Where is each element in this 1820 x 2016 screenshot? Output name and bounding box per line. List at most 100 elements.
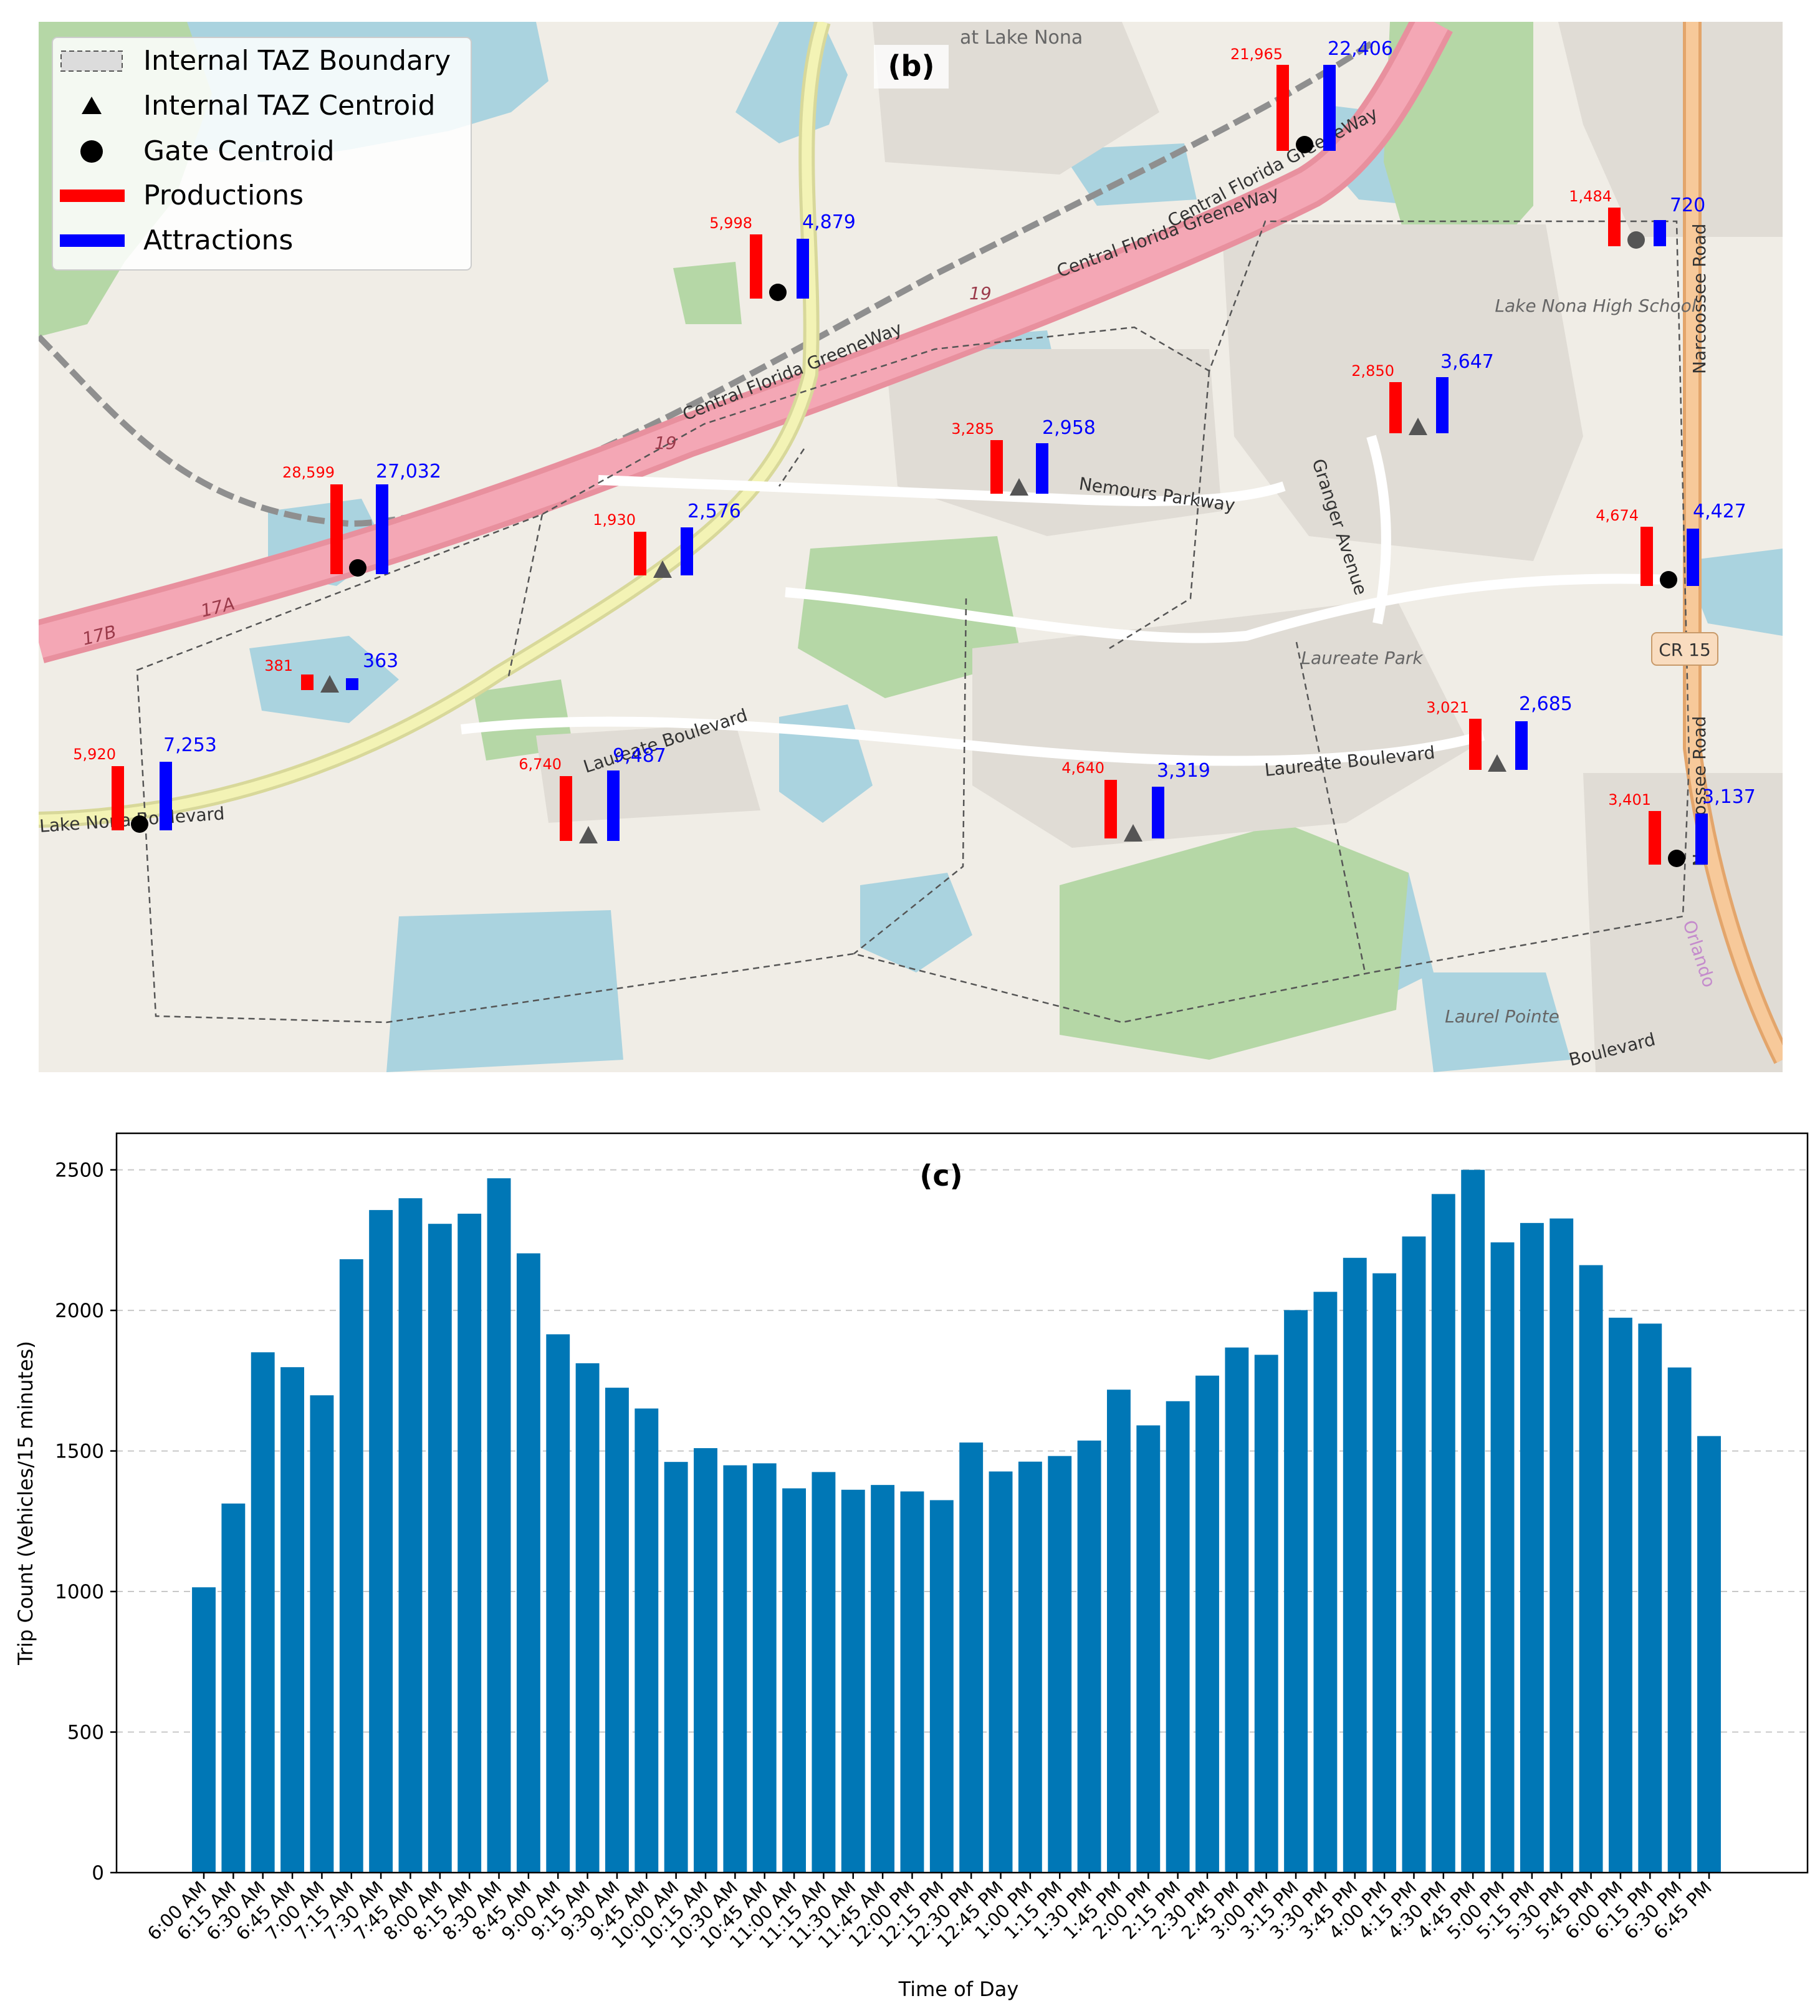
bar-2-45-pm[interactable]	[1225, 1347, 1249, 1873]
bar-7-45-am[interactable]	[398, 1198, 423, 1873]
bar-5-15-pm[interactable]	[1520, 1222, 1544, 1873]
bar-5-30-pm[interactable]	[1549, 1218, 1574, 1873]
attractions-bar	[1515, 721, 1528, 770]
taz-boundaries	[136, 220, 1690, 1024]
bar-8-00-am[interactable]	[428, 1224, 452, 1873]
bar-3-15-pm[interactable]	[1284, 1310, 1308, 1873]
greeneway-highway-fill	[39, 22, 1448, 658]
bar-6-30-am[interactable]	[251, 1352, 275, 1873]
bar-1-00-pm[interactable]	[1018, 1461, 1042, 1873]
centroid-greeneway-east-gate[interactable]: 21,965 22,406	[1230, 38, 1393, 153]
legend-taz-centroid-label: Internal TAZ Centroid	[143, 90, 435, 122]
bar-7-00-am[interactable]	[310, 1395, 334, 1873]
bar-8-45-am[interactable]	[516, 1253, 540, 1873]
bar-3-00-pm[interactable]	[1254, 1355, 1278, 1873]
water-south-lake	[386, 910, 623, 1072]
bar-4-45-pm[interactable]	[1461, 1169, 1485, 1873]
bar-9-45-am[interactable]	[635, 1408, 659, 1873]
centroid-cr15-gate[interactable]: 4,674 4,427	[1596, 501, 1746, 588]
bar-1-30-pm[interactable]	[1077, 1440, 1101, 1873]
productions-bar	[1276, 65, 1289, 151]
bar-6-15-pm[interactable]	[1638, 1323, 1662, 1873]
bar-11-45-am[interactable]	[871, 1485, 895, 1873]
bar-1-45-pm[interactable]	[1107, 1390, 1131, 1873]
bar-7-30-am[interactable]	[369, 1210, 393, 1873]
bar-12-00-pm[interactable]	[900, 1491, 924, 1873]
bar-8-15-am[interactable]	[457, 1213, 482, 1873]
centroid-taz-campus-north[interactable]: 1,930 2,576	[593, 501, 741, 578]
taz-centroid-marker	[579, 826, 598, 843]
cr15-shield	[1651, 632, 1718, 666]
bar-7-15-am[interactable]	[339, 1259, 363, 1873]
nemours-parkway-road	[598, 475, 1286, 506]
bar-12-30-pm[interactable]	[959, 1442, 984, 1873]
water-southwest-pond	[249, 636, 399, 723]
centroid-west-gate[interactable]: 5,920 7,253	[73, 734, 217, 833]
attractions-label: 27,032	[376, 461, 441, 482]
blocks-nemours	[885, 349, 1222, 536]
attractions-bar	[1436, 377, 1449, 433]
centroid-taz-southwest[interactable]: 381 363	[264, 650, 398, 693]
bar-5-45-pm[interactable]	[1579, 1265, 1603, 1873]
bar-6-00-pm[interactable]	[1609, 1317, 1632, 1873]
centroid-taz-laureate-blvd[interactable]: 4,640 3,319	[1061, 759, 1210, 842]
bar-12-45-pm[interactable]	[989, 1471, 1013, 1873]
centroid-south-gate[interactable]: 3,401 3,137	[1608, 786, 1756, 867]
gate-centroid-marker	[1660, 571, 1677, 588]
bar-1-15-pm[interactable]	[1048, 1456, 1072, 1873]
label-cr15: CR 15	[1659, 640, 1711, 660]
productions-label: 381	[264, 657, 293, 674]
productions-bar	[990, 440, 1003, 494]
centroid-taz-nemours[interactable]: 3,285 2,958	[951, 417, 1096, 496]
bar-2-00-pm[interactable]	[1136, 1425, 1161, 1873]
centroid-taz-laureate-park[interactable]: 3,021 2,685	[1426, 693, 1573, 772]
bar-11-30-am[interactable]	[841, 1489, 865, 1873]
bar-3-45-pm[interactable]	[1343, 1257, 1367, 1873]
taz-centroid-marker	[320, 675, 339, 693]
bar-12-15-pm[interactable]	[929, 1500, 954, 1873]
attractions-bar	[346, 678, 358, 690]
gate-centroid-marker	[131, 815, 148, 833]
local-roads	[461, 434, 1671, 766]
bar-10-30-am[interactable]	[723, 1465, 747, 1873]
bar-11-15-am[interactable]	[812, 1472, 836, 1873]
bar-4-30-pm[interactable]	[1431, 1194, 1455, 1873]
attractions-label: 720	[1670, 194, 1705, 216]
bar-8-30-am[interactable]	[487, 1178, 511, 1873]
label-at-lake-nona: at Lake Nona	[960, 27, 1083, 49]
productions-label: 6,740	[519, 756, 562, 773]
bar-6-00-am[interactable]	[192, 1587, 216, 1873]
bar-6-45-am[interactable]	[280, 1367, 304, 1873]
productions-bar	[750, 234, 762, 299]
centroid-north-gate[interactable]: 5,998 4,879	[709, 211, 856, 301]
productions-bar	[301, 674, 314, 690]
centroid-taz-campus-south[interactable]: 6,740 9,487	[519, 745, 666, 843]
bar-9-30-am[interactable]	[605, 1388, 629, 1873]
centroid-greeneway-west-gate[interactable]: 28,599 27,032	[282, 461, 441, 577]
taz-centroid-marker	[1124, 824, 1142, 842]
bar-10-00-am[interactable]	[664, 1462, 688, 1873]
centroid-taz-northeast[interactable]: 2,850 3,647	[1351, 351, 1494, 435]
y-axis-ticks: 0 500 1000 1500 2000 2500	[55, 1159, 117, 1884]
centroid-high-school-gate[interactable]: 1,484 720	[1569, 188, 1705, 249]
bar-6-45-pm[interactable]	[1697, 1436, 1721, 1873]
legend-taz-centroid-icon	[82, 97, 102, 114]
bar-10-15-am[interactable]	[694, 1448, 717, 1873]
bar-2-15-pm[interactable]	[1166, 1401, 1190, 1873]
bar-9-15-am[interactable]	[575, 1363, 600, 1873]
attractions-bar	[160, 762, 172, 830]
bar-4-00-pm[interactable]	[1372, 1273, 1397, 1873]
centroid-layer: 5,920 7,253 28,599 27,032 381 363	[73, 38, 1756, 867]
bar-2-30-pm[interactable]	[1195, 1375, 1219, 1873]
bar-6-30-pm[interactable]	[1667, 1367, 1692, 1873]
bar-11-00-am[interactable]	[782, 1488, 806, 1873]
narcoossee-road-fill	[1686, 22, 1783, 1063]
bar-5-00-pm[interactable]	[1490, 1242, 1515, 1873]
attractions-bar	[1036, 443, 1048, 494]
bar-6-15-am[interactable]	[221, 1503, 246, 1873]
bar-3-30-pm[interactable]	[1313, 1292, 1338, 1873]
bar-10-45-am[interactable]	[752, 1463, 777, 1873]
bar-9-00-am[interactable]	[546, 1334, 570, 1873]
bar-4-15-pm[interactable]	[1402, 1236, 1426, 1873]
y-tick-label: 2000	[55, 1300, 104, 1322]
